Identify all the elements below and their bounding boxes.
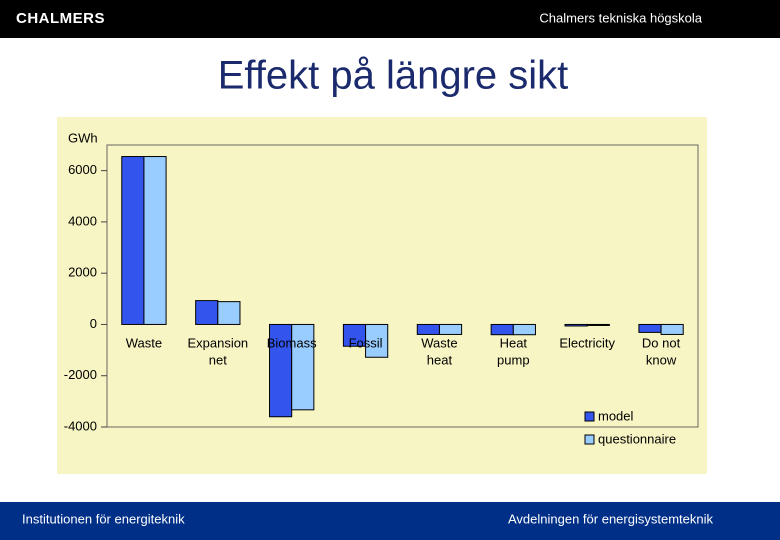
footer-left: Institutionen för energiteknik <box>22 511 185 526</box>
school-name: Chalmers tekniska högskola <box>539 10 702 25</box>
x-tick-label: Waste heat <box>421 336 457 368</box>
x-tick-label: Do not know <box>642 336 681 368</box>
bar <box>195 300 219 325</box>
bar <box>438 323 463 335</box>
x-tick-label: Expansion net <box>187 336 248 368</box>
bar <box>660 323 684 335</box>
header-bar <box>0 0 780 38</box>
bar <box>416 323 440 335</box>
bar <box>121 156 145 325</box>
x-tick-label: Waste <box>126 336 162 351</box>
y-tick-label: 0 <box>90 316 97 331</box>
bar <box>365 323 389 358</box>
bar <box>564 323 588 327</box>
bar <box>490 323 514 336</box>
y-tick-label: 4000 <box>68 213 97 228</box>
bar <box>512 323 536 336</box>
legend-label: questionnaire <box>598 431 676 446</box>
legend-swatch <box>584 434 595 445</box>
x-tick-label: Heat pump <box>497 336 530 368</box>
bar <box>638 323 662 333</box>
legend-label: model <box>598 408 634 423</box>
bar <box>291 323 315 411</box>
x-tick-label: Electricity <box>559 336 615 351</box>
y-tick-label: 2000 <box>68 265 97 280</box>
x-tick-label: Fossil <box>349 336 383 351</box>
bar <box>143 156 167 325</box>
y-tick-label: -4000 <box>64 418 97 433</box>
slide-title: Effekt på längre sikt <box>218 54 569 98</box>
x-tick-label: Biomass <box>267 336 317 351</box>
footer-bar <box>0 502 780 540</box>
logo: CHALMERS <box>16 10 105 27</box>
plot-frame <box>106 144 699 428</box>
bar <box>217 301 241 325</box>
legend-swatch <box>584 411 595 422</box>
y-tick-label: 6000 <box>68 162 97 177</box>
footer-right: Avdelningen för energisystemteknik <box>508 511 713 526</box>
y-axis-label: GWh <box>68 130 98 145</box>
bar <box>586 323 610 326</box>
y-tick-label: -2000 <box>64 367 97 382</box>
